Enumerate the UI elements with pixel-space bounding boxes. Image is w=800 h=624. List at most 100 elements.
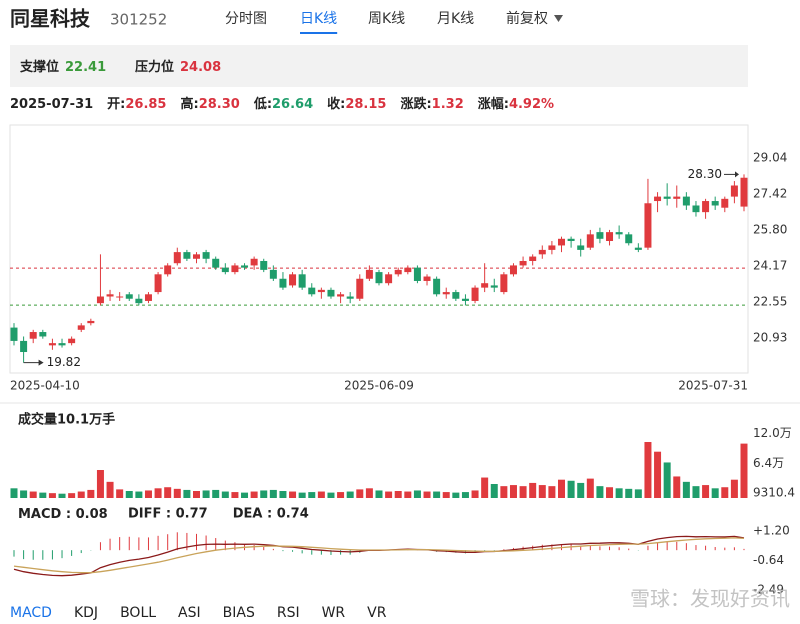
- candle-body: [221, 267, 229, 273]
- candle-body: [250, 258, 258, 266]
- watermark: 雪球：发现好资讯: [630, 587, 790, 611]
- tab[interactable]: 月K线: [437, 11, 474, 27]
- tab[interactable]: 日K线: [300, 11, 337, 27]
- volume-bar: [144, 490, 152, 498]
- summary-value: 26.64: [272, 97, 313, 112]
- candle-body: [356, 278, 364, 299]
- candle-body: [289, 274, 297, 286]
- volume-bar: [404, 491, 412, 498]
- volume-bar: [721, 487, 729, 498]
- volume-bar: [500, 486, 508, 498]
- summary-label: 收:: [327, 96, 345, 112]
- volume-bar: [615, 488, 623, 498]
- volume-bar: [702, 485, 710, 498]
- x-tick-label: 2025-04-10: [10, 379, 80, 393]
- tab[interactable]: 分时图: [225, 11, 267, 27]
- volume-bar: [509, 485, 517, 498]
- candle-body: [663, 196, 671, 199]
- dropdown-icon: [554, 15, 563, 22]
- candle-body: [577, 245, 585, 250]
- y-tick-label: 29.04: [753, 150, 787, 164]
- text-row: MACD : 0.08: [18, 507, 108, 522]
- volume-bar: [356, 489, 364, 498]
- candle-body: [615, 232, 623, 235]
- volume-bar: [154, 488, 162, 498]
- volume-bar: [490, 484, 498, 498]
- text-row: 压力位 24.08: [135, 59, 221, 75]
- volume-bar: [567, 480, 575, 498]
- volume-bar: [682, 481, 690, 498]
- volume-bar: [68, 493, 76, 498]
- price-frame: [9, 124, 749, 374]
- candle-body: [634, 247, 642, 250]
- candle-body: [519, 260, 527, 266]
- candle-body: [260, 260, 268, 270]
- candle-body: [365, 269, 373, 279]
- volume-bar: [654, 451, 662, 498]
- indicator-tab[interactable]: BOLL: [120, 605, 156, 621]
- candle-body: [298, 274, 306, 288]
- volume-bar: [164, 487, 172, 498]
- candle-body: [702, 201, 710, 213]
- candle-body: [77, 325, 85, 330]
- candle-body: [509, 265, 517, 275]
- volume-bar: [202, 490, 210, 498]
- indicator-tab[interactable]: KDJ: [74, 605, 98, 621]
- volume-bar: [423, 491, 431, 498]
- candle-body: [538, 249, 546, 255]
- volume-bar: [452, 492, 460, 498]
- y-tick-label: 22.55: [753, 295, 787, 309]
- volume-bar: [241, 492, 249, 498]
- indicator-tab[interactable]: RSI: [277, 605, 300, 621]
- candle-body: [481, 283, 489, 288]
- candle-body: [317, 289, 325, 293]
- volume-bar: [39, 492, 47, 498]
- candle-body: [711, 201, 719, 206]
- text-row: 2025-07-31 开:26.85 高:28.30 低:26.64 收:28.15 涨跌…: [10, 96, 554, 112]
- stock-name: 同星科技: [10, 7, 91, 31]
- x-tick-label: 2025-06-09: [344, 379, 414, 393]
- indicator-tab[interactable]: ASI: [178, 605, 201, 621]
- volume-bar: [183, 489, 191, 498]
- support-value: 22.41: [65, 60, 106, 75]
- indicator-tab[interactable]: BIAS: [223, 605, 255, 621]
- candle-body: [241, 265, 249, 268]
- candle-body: [337, 294, 345, 297]
- volume-bar: [433, 491, 441, 498]
- volume-bar: [692, 486, 700, 498]
- y-tick-label: 27.42: [753, 186, 787, 200]
- candle-body: [154, 274, 162, 293]
- indicator-tab[interactable]: MACD: [10, 605, 52, 621]
- volume-bar: [173, 488, 181, 498]
- candle-body: [87, 320, 95, 324]
- volume-bar: [337, 492, 345, 498]
- summary-value: 1.32: [432, 97, 464, 112]
- summary-label: 涨幅:: [477, 96, 509, 112]
- volume-bar: [106, 481, 114, 498]
- candle-body: [461, 298, 469, 301]
- volume-bar: [260, 490, 268, 498]
- tab[interactable]: 前复权: [506, 10, 548, 27]
- volume-bar: [135, 491, 143, 498]
- volume-bar: [279, 491, 287, 498]
- volume-bar: [577, 482, 585, 498]
- tab[interactable]: 周K线: [368, 11, 405, 27]
- volume-bar: [413, 490, 421, 498]
- candle-body: [567, 238, 575, 242]
- candle-body: [692, 205, 700, 213]
- legend-label: DEA : 0.74: [233, 507, 309, 522]
- candle-body: [164, 265, 172, 275]
- macd-line: [13, 537, 745, 574]
- summary-label: 涨跌:: [399, 96, 431, 112]
- volume-bar: [471, 490, 479, 498]
- indicator-tab[interactable]: VR: [367, 605, 387, 621]
- candle-body: [413, 267, 421, 281]
- annotation-arrowhead: [38, 359, 44, 366]
- indicator-tab[interactable]: WR: [322, 605, 346, 621]
- tab-underline: [300, 32, 338, 34]
- candle-body: [183, 252, 191, 259]
- candle-body: [125, 294, 133, 299]
- candle-body: [375, 272, 383, 284]
- volume-bar: [481, 477, 489, 498]
